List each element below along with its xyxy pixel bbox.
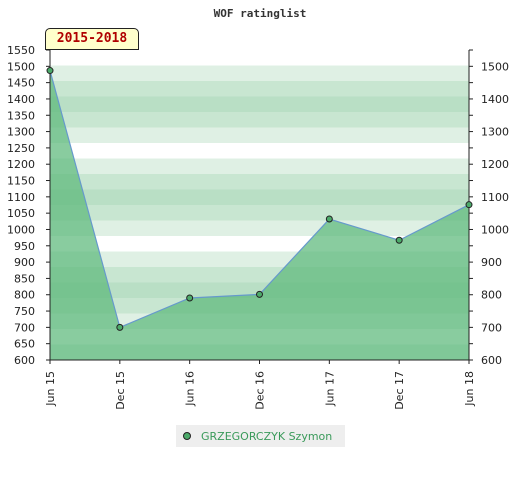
left-tick-label: 1200	[7, 158, 35, 171]
left-tick-label: 600	[14, 354, 35, 367]
left-tick-label: 650	[14, 338, 35, 351]
period-label: 2015-2018	[45, 28, 139, 50]
stripe-band	[50, 158, 469, 175]
stripe-band	[50, 96, 469, 113]
legend-marker-icon	[183, 432, 191, 440]
area-fill	[50, 70, 469, 360]
stripe-band	[50, 50, 469, 66]
right-tick-label: 800	[481, 289, 502, 302]
left-tick-label: 1550	[7, 44, 35, 57]
left-tick-label: 1300	[7, 126, 35, 139]
right-tick-label: 1500	[481, 60, 509, 73]
data-point	[256, 290, 263, 298]
chart-title: WOF ratinglist	[214, 7, 307, 20]
right-tick-label: 1200	[481, 158, 509, 171]
right-tick-label: 700	[481, 321, 502, 334]
stripe-band	[50, 189, 469, 206]
stripe-band	[50, 65, 469, 82]
left-axis: 600 650 700 750 800 850 900 950 1000 1050 1100 1150…	[7, 44, 51, 367]
right-tick-label: 900	[481, 256, 502, 269]
right-tick-label: 1000	[481, 223, 509, 236]
x-tick-label: Jun 18	[463, 371, 476, 407]
stripe-band	[50, 81, 469, 97]
x-tick-label: Jun 15	[44, 371, 57, 407]
x-tick-label: Dec 16	[254, 371, 267, 410]
left-tick-label: 1400	[7, 93, 35, 106]
data-point	[325, 215, 333, 223]
stripe-band	[50, 143, 469, 159]
data-point	[465, 201, 473, 209]
data-point	[116, 323, 124, 331]
data-point	[395, 236, 403, 244]
right-tick-label: 600	[481, 354, 502, 367]
left-tick-label: 1150	[7, 175, 35, 188]
data-point	[46, 67, 54, 75]
stripe-band	[50, 112, 469, 128]
data-point	[186, 294, 194, 302]
stripe-band	[50, 205, 469, 221]
left-tick-label: 950	[14, 240, 35, 253]
x-tick-label: Jun 17	[323, 371, 336, 407]
stripe-band	[50, 220, 469, 237]
left-tick-label: 800	[14, 289, 35, 302]
right-tick-label: 1300	[481, 126, 509, 139]
x-axis: Jun 15 Dec 15 Jun 16 Dec 16 Jun 17 Dec 17 Jun …	[44, 359, 476, 410]
left-tick-label: 700	[14, 321, 35, 334]
series-points	[46, 67, 473, 331]
left-tick-label: 900	[14, 256, 35, 269]
stripe-band	[50, 127, 469, 144]
left-tick-label: 1450	[7, 77, 35, 90]
left-tick-label: 750	[14, 305, 35, 318]
left-tick-label: 1050	[7, 207, 35, 220]
x-tick-label: Jun 16	[184, 371, 197, 407]
left-tick-label: 1500	[7, 60, 35, 73]
left-tick-label: 1350	[7, 109, 35, 122]
legend[interactable]: GRZEGORCZYK Szymon	[176, 425, 345, 447]
left-tick-label: 1000	[7, 223, 35, 236]
right-axis: 600 700 800 900 1000 1100 1200 1300 1400 1500	[468, 49, 509, 367]
stripe-band	[50, 174, 469, 190]
right-tick-label: 1400	[481, 93, 509, 106]
right-tick-label: 1100	[481, 191, 509, 204]
left-tick-label: 1100	[7, 191, 35, 204]
legend-series-label: GRZEGORCZYK Szymon	[201, 429, 333, 443]
left-tick-label: 1250	[7, 142, 35, 155]
left-tick-label: 850	[14, 272, 35, 285]
x-tick-label: Dec 17	[393, 371, 406, 410]
x-tick-label: Dec 15	[114, 371, 127, 410]
